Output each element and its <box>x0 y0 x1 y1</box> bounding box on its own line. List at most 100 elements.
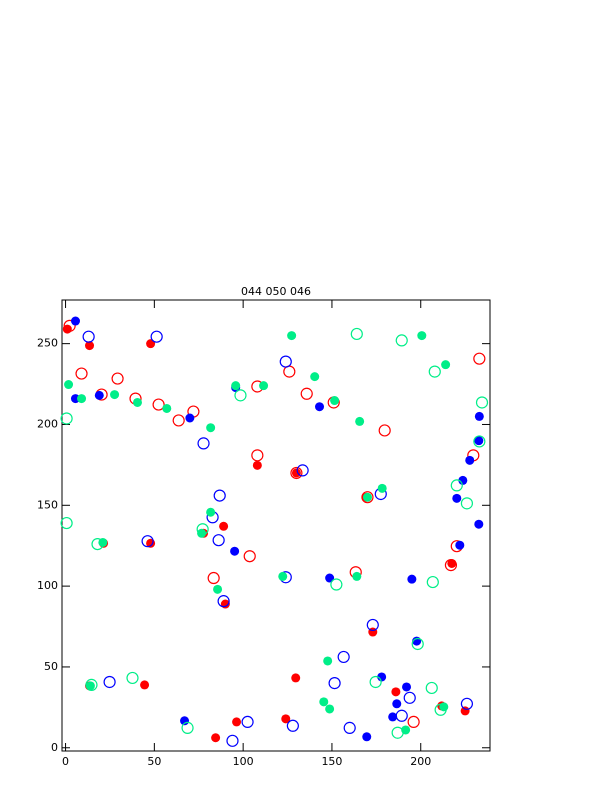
open-point <box>82 330 95 343</box>
filled-point <box>452 493 462 503</box>
open-point <box>91 537 104 551</box>
x-tick-label: 50 <box>147 755 161 768</box>
filled-point <box>323 656 333 666</box>
open-point <box>434 703 447 716</box>
open-point <box>212 534 225 547</box>
filled-point <box>315 402 325 412</box>
open-point <box>378 424 391 437</box>
filled-point <box>232 717 242 727</box>
filled-point <box>291 673 301 683</box>
filled-point <box>465 455 475 465</box>
filled-point <box>310 372 320 382</box>
y-tick-label: 100 <box>37 579 58 592</box>
filled-point <box>362 732 372 742</box>
filled-point <box>146 339 156 349</box>
open-point <box>369 675 382 689</box>
open-point <box>150 330 163 343</box>
y-tick-label: 250 <box>37 337 58 350</box>
open-point <box>243 550 256 563</box>
open-point <box>60 412 73 425</box>
open-point <box>300 387 313 400</box>
filled-point <box>407 574 417 584</box>
open-point <box>196 523 209 536</box>
filled-point <box>231 381 241 391</box>
filled-point <box>278 571 288 581</box>
filled-point <box>391 687 401 697</box>
filled-point <box>455 540 465 550</box>
filled-point <box>377 483 387 493</box>
open-point <box>197 437 210 450</box>
filled-point <box>352 571 362 581</box>
open-point <box>411 637 424 651</box>
open-point <box>296 464 309 477</box>
x-tick-label: 100 <box>233 755 254 768</box>
filled-point <box>219 521 229 531</box>
filled-point <box>388 712 398 722</box>
open-point <box>407 715 420 729</box>
x-tick-label: 150 <box>321 755 342 768</box>
filled-point <box>85 681 95 691</box>
filled-point <box>325 704 335 714</box>
open-point <box>85 678 98 691</box>
filled-point <box>206 507 216 517</box>
filled-point <box>402 682 412 692</box>
filled-point <box>85 341 95 351</box>
y-tick-label: 0 <box>51 741 58 754</box>
filled-point <box>185 413 195 423</box>
filled-point <box>319 697 329 707</box>
open-point <box>426 575 439 589</box>
open-point <box>391 726 404 739</box>
filled-point <box>325 573 335 583</box>
open-point <box>141 535 154 548</box>
filled-point <box>474 519 484 529</box>
filled-point <box>77 394 87 404</box>
x-tick-label: 200 <box>410 755 431 768</box>
open-point <box>207 571 220 585</box>
filled-point <box>362 492 372 502</box>
open-point <box>473 435 486 448</box>
open-point <box>460 697 474 710</box>
filled-point <box>206 423 216 433</box>
filled-point <box>355 416 365 426</box>
filled-point <box>94 390 104 400</box>
open-point <box>366 618 379 632</box>
open-point <box>279 355 292 368</box>
open-point <box>343 721 356 734</box>
filled-point <box>281 714 291 724</box>
open-point <box>460 497 474 510</box>
open-point <box>172 414 185 427</box>
filled-point <box>230 546 240 556</box>
open-point <box>60 516 73 530</box>
open-point <box>213 489 226 502</box>
open-point <box>395 334 408 347</box>
open-point <box>473 352 486 365</box>
filled-point <box>252 460 262 470</box>
y-tick-label: 150 <box>37 498 58 511</box>
open-point <box>290 466 303 480</box>
filled-point <box>162 403 172 413</box>
filled-point <box>474 411 484 421</box>
filled-point <box>441 360 451 370</box>
open-point <box>328 677 341 690</box>
filled-point <box>211 733 221 743</box>
filled-point <box>287 331 297 341</box>
y-tick-label: 50 <box>44 660 58 673</box>
filled-point <box>377 672 387 682</box>
open-point <box>103 675 116 689</box>
filled-point <box>458 475 468 485</box>
open-point <box>126 671 139 685</box>
filled-point <box>132 397 142 407</box>
chart-title: 044 050 046 <box>241 285 311 298</box>
open-point <box>234 389 247 402</box>
filled-point <box>474 436 484 446</box>
open-point <box>152 398 165 411</box>
filled-point <box>110 390 120 400</box>
filled-point <box>213 584 223 594</box>
filled-point <box>140 680 150 690</box>
open-point <box>181 721 194 734</box>
open-point <box>226 734 239 747</box>
open-point <box>361 491 374 504</box>
open-point <box>428 365 441 378</box>
open-point <box>425 681 438 695</box>
